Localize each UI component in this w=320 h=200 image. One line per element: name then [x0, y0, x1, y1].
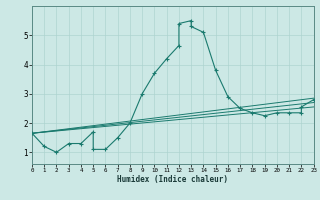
- X-axis label: Humidex (Indice chaleur): Humidex (Indice chaleur): [117, 175, 228, 184]
